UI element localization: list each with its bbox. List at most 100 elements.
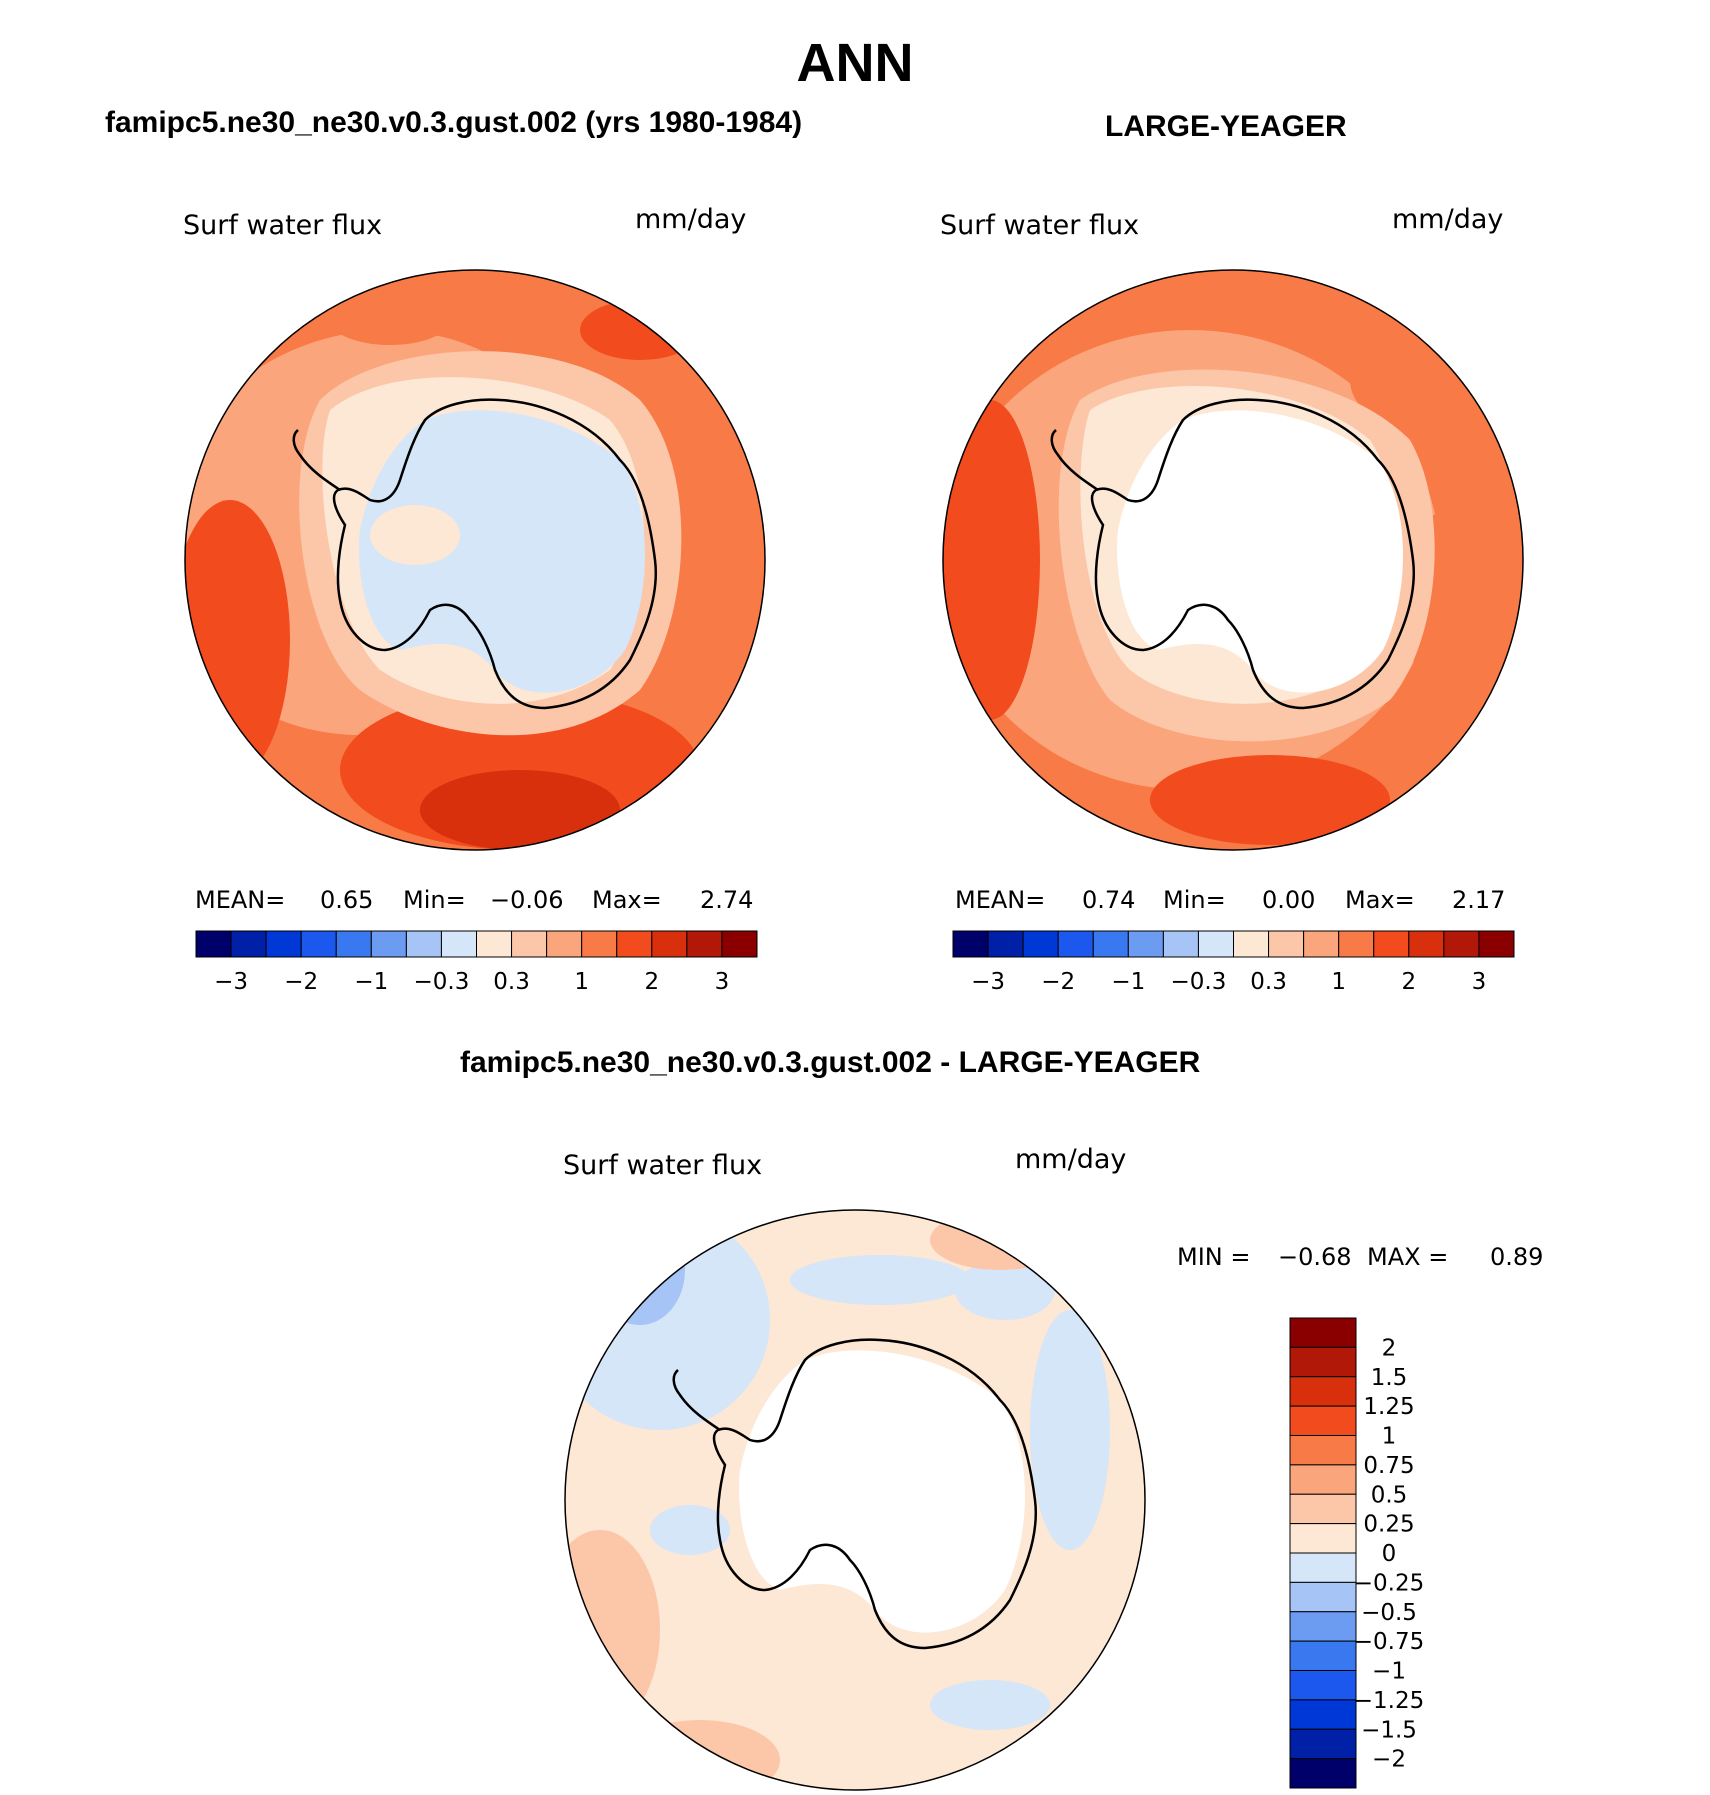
panel1-colorbar-box	[440, 930, 477, 958]
panel3-colorbar-tick-label: 0.25	[1363, 1512, 1414, 1538]
panel3-colorbar-box	[1289, 1670, 1357, 1701]
panel2-map: Surf water flux mm/day MEAN= 0.74 Min= 0…	[940, 204, 1524, 995]
panel1-colorbar-box	[511, 930, 548, 958]
panel3-colorbar: 2 1.5 1.25 1 0.75 0.5 0.25 0 −0.25 −0.5 −0.75 −1 −1.…	[1289, 1317, 1424, 1789]
panel2-colorbar-tick-label: 1	[1331, 969, 1346, 995]
panel1-colorbar-tick-label: −0.3	[414, 969, 470, 995]
panel2-colorbar-tick-label: −2	[1041, 969, 1075, 995]
panel1-colorbar-box	[300, 930, 337, 958]
panel1-colorbar-box	[405, 930, 442, 958]
panel1-colorbar-tick-label: −1	[354, 969, 388, 995]
panel3-colorbar-tick-label: 0.5	[1371, 1482, 1408, 1508]
panel2-colorbar-tick-label: 3	[1472, 969, 1487, 995]
panel1-map: Surf water flux mm/day MEAN= 0.65 Min= −…	[183, 204, 766, 995]
panel2-colorbar-tick-label: −1	[1111, 969, 1145, 995]
panel1-colorbar-box	[265, 930, 302, 958]
panel3-colorbar-box	[1289, 1464, 1357, 1495]
panel1-units-label: mm/day	[635, 204, 746, 235]
panel2-min-value: 0.00	[1262, 886, 1315, 914]
panel2-colorbar-box	[952, 930, 989, 958]
panel2-colorbar-tick-label: 0.3	[1250, 969, 1287, 995]
panel2-colorbar-box	[1373, 930, 1410, 958]
panel1-colorbar-tick-label: −3	[214, 969, 248, 995]
panel1-min-label: Min=	[403, 886, 466, 914]
panel3-colorbar-box	[1289, 1346, 1357, 1378]
panel2-colorbar-box	[987, 930, 1024, 958]
panel3-min-value: −0.68	[1278, 1243, 1352, 1271]
panel2-colorbar-tick-label: 2	[1401, 969, 1416, 995]
panel3-colorbar-tick-label: −1.25	[1354, 1688, 1424, 1714]
panel3-colorbar-box	[1289, 1581, 1357, 1613]
panel3-colorbar-box	[1289, 1640, 1357, 1671]
panel1-colorbar-tick-label: 2	[644, 969, 659, 995]
panel2-units-label: mm/day	[1392, 204, 1503, 235]
panel3-colorbar-box	[1289, 1523, 1357, 1554]
panel2-mean-label: MEAN=	[955, 886, 1045, 914]
panel1-colorbar-box	[616, 930, 653, 958]
panel2-colorbar-tick-label: −0.3	[1171, 969, 1227, 995]
panel3-colorbar-box	[1289, 1699, 1357, 1730]
panel3-colorbar-box	[1289, 1317, 1357, 1348]
panel1-title: famipc5.ne30_ne30.v0.3.gust.002 (yrs 198…	[105, 106, 803, 139]
panel1-colorbar-box	[230, 930, 267, 958]
panel3-colorbar-tick-label: 1.5	[1371, 1365, 1408, 1391]
panel1-colorbar-tick-label: −2	[284, 969, 318, 995]
panel3-colorbar-tick-label: 1.25	[1363, 1394, 1414, 1420]
panel2-mean-value: 0.74	[1082, 886, 1135, 914]
panel3-colorbar-box	[1289, 1493, 1357, 1525]
panel2-colorbar-box	[1478, 930, 1515, 958]
panel2-colorbar-box	[1057, 930, 1094, 958]
panel3-colorbar-box	[1289, 1758, 1357, 1789]
panel3-colorbar-box	[1289, 1376, 1357, 1407]
panel3-colorbar-tick-label: −0.5	[1361, 1600, 1417, 1626]
panel2-title: LARGE-YEAGER	[1105, 110, 1347, 143]
panel3-colorbar-tick-label: −1	[1372, 1659, 1406, 1685]
panel2-colorbar-box	[1162, 930, 1199, 958]
panel2-colorbar-box	[1338, 930, 1375, 958]
panel1-colorbar-box	[335, 930, 372, 958]
panel1-max-label: Max=	[592, 886, 662, 914]
panel3-colorbar-tick-label: 0	[1382, 1541, 1397, 1567]
panel1-max-value: 2.74	[700, 886, 753, 914]
panel3-variable-label: Surf water flux	[563, 1150, 762, 1181]
panel3-colorbar-tick-label: 2	[1382, 1335, 1397, 1361]
panel2-colorbar-box	[1127, 930, 1164, 958]
panel3-colorbar-tick-label: 1	[1382, 1424, 1397, 1450]
panel2-colorbar-box	[1268, 930, 1305, 958]
panel3-colorbar-tick-label: −1.5	[1361, 1717, 1417, 1743]
panel2-colorbar-box	[1443, 930, 1480, 958]
panel2-variable-label: Surf water flux	[940, 210, 1139, 241]
panel3-colorbar-box	[1289, 1728, 1357, 1760]
panel1-colorbar-tick-label: 1	[574, 969, 589, 995]
panel2-field	[943, 270, 1523, 850]
panel2-colorbar-box	[1233, 930, 1270, 958]
panel3-max-value: 0.89	[1490, 1243, 1543, 1271]
panel1-colorbar-tick-label: 0.3	[493, 969, 530, 995]
panel1-variable-label: Surf water flux	[183, 210, 382, 241]
panel1-colorbar-box	[195, 930, 232, 958]
panel3-colorbar-box	[1289, 1611, 1357, 1642]
panel3-map: Surf water flux mm/day MIN = −0.68 MAX =…	[563, 1144, 1543, 1791]
panel3-min-label: MIN =	[1177, 1243, 1250, 1271]
panel1-field	[185, 270, 765, 850]
panel3-colorbar-tick-label: −0.25	[1354, 1570, 1424, 1596]
panel1-colorbar: −3 −2 −1 −0.3 0.3 1 2 3	[195, 930, 758, 995]
panel1-mean-value: 0.65	[320, 886, 373, 914]
panel1-colorbar-box	[370, 930, 407, 958]
panel3-title: famipc5.ne30_ne30.v0.3.gust.002 - LARGE-…	[460, 1046, 1201, 1079]
panel1-min-value: −0.06	[490, 886, 564, 914]
panel2-max-label: Max=	[1345, 886, 1415, 914]
panel3-units-label: mm/day	[1015, 1144, 1126, 1175]
panel3-colorbar-box	[1289, 1405, 1357, 1436]
panel3-colorbar-box	[1289, 1435, 1357, 1466]
panel1-colorbar-box	[581, 930, 618, 958]
panel3-colorbar-tick-label: −2	[1372, 1747, 1406, 1773]
panel2-colorbar: −3 −2 −1 −0.3 0.3 1 2 3	[952, 930, 1515, 995]
panel1-colorbar-box	[651, 930, 688, 958]
panel2-max-value: 2.17	[1452, 886, 1505, 914]
panel2-colorbar-box	[1092, 930, 1129, 958]
panel3-colorbar-tick-label: 0.75	[1363, 1453, 1414, 1479]
panel2-colorbar-box	[1197, 930, 1234, 958]
panel2-colorbar-box	[1408, 930, 1445, 958]
